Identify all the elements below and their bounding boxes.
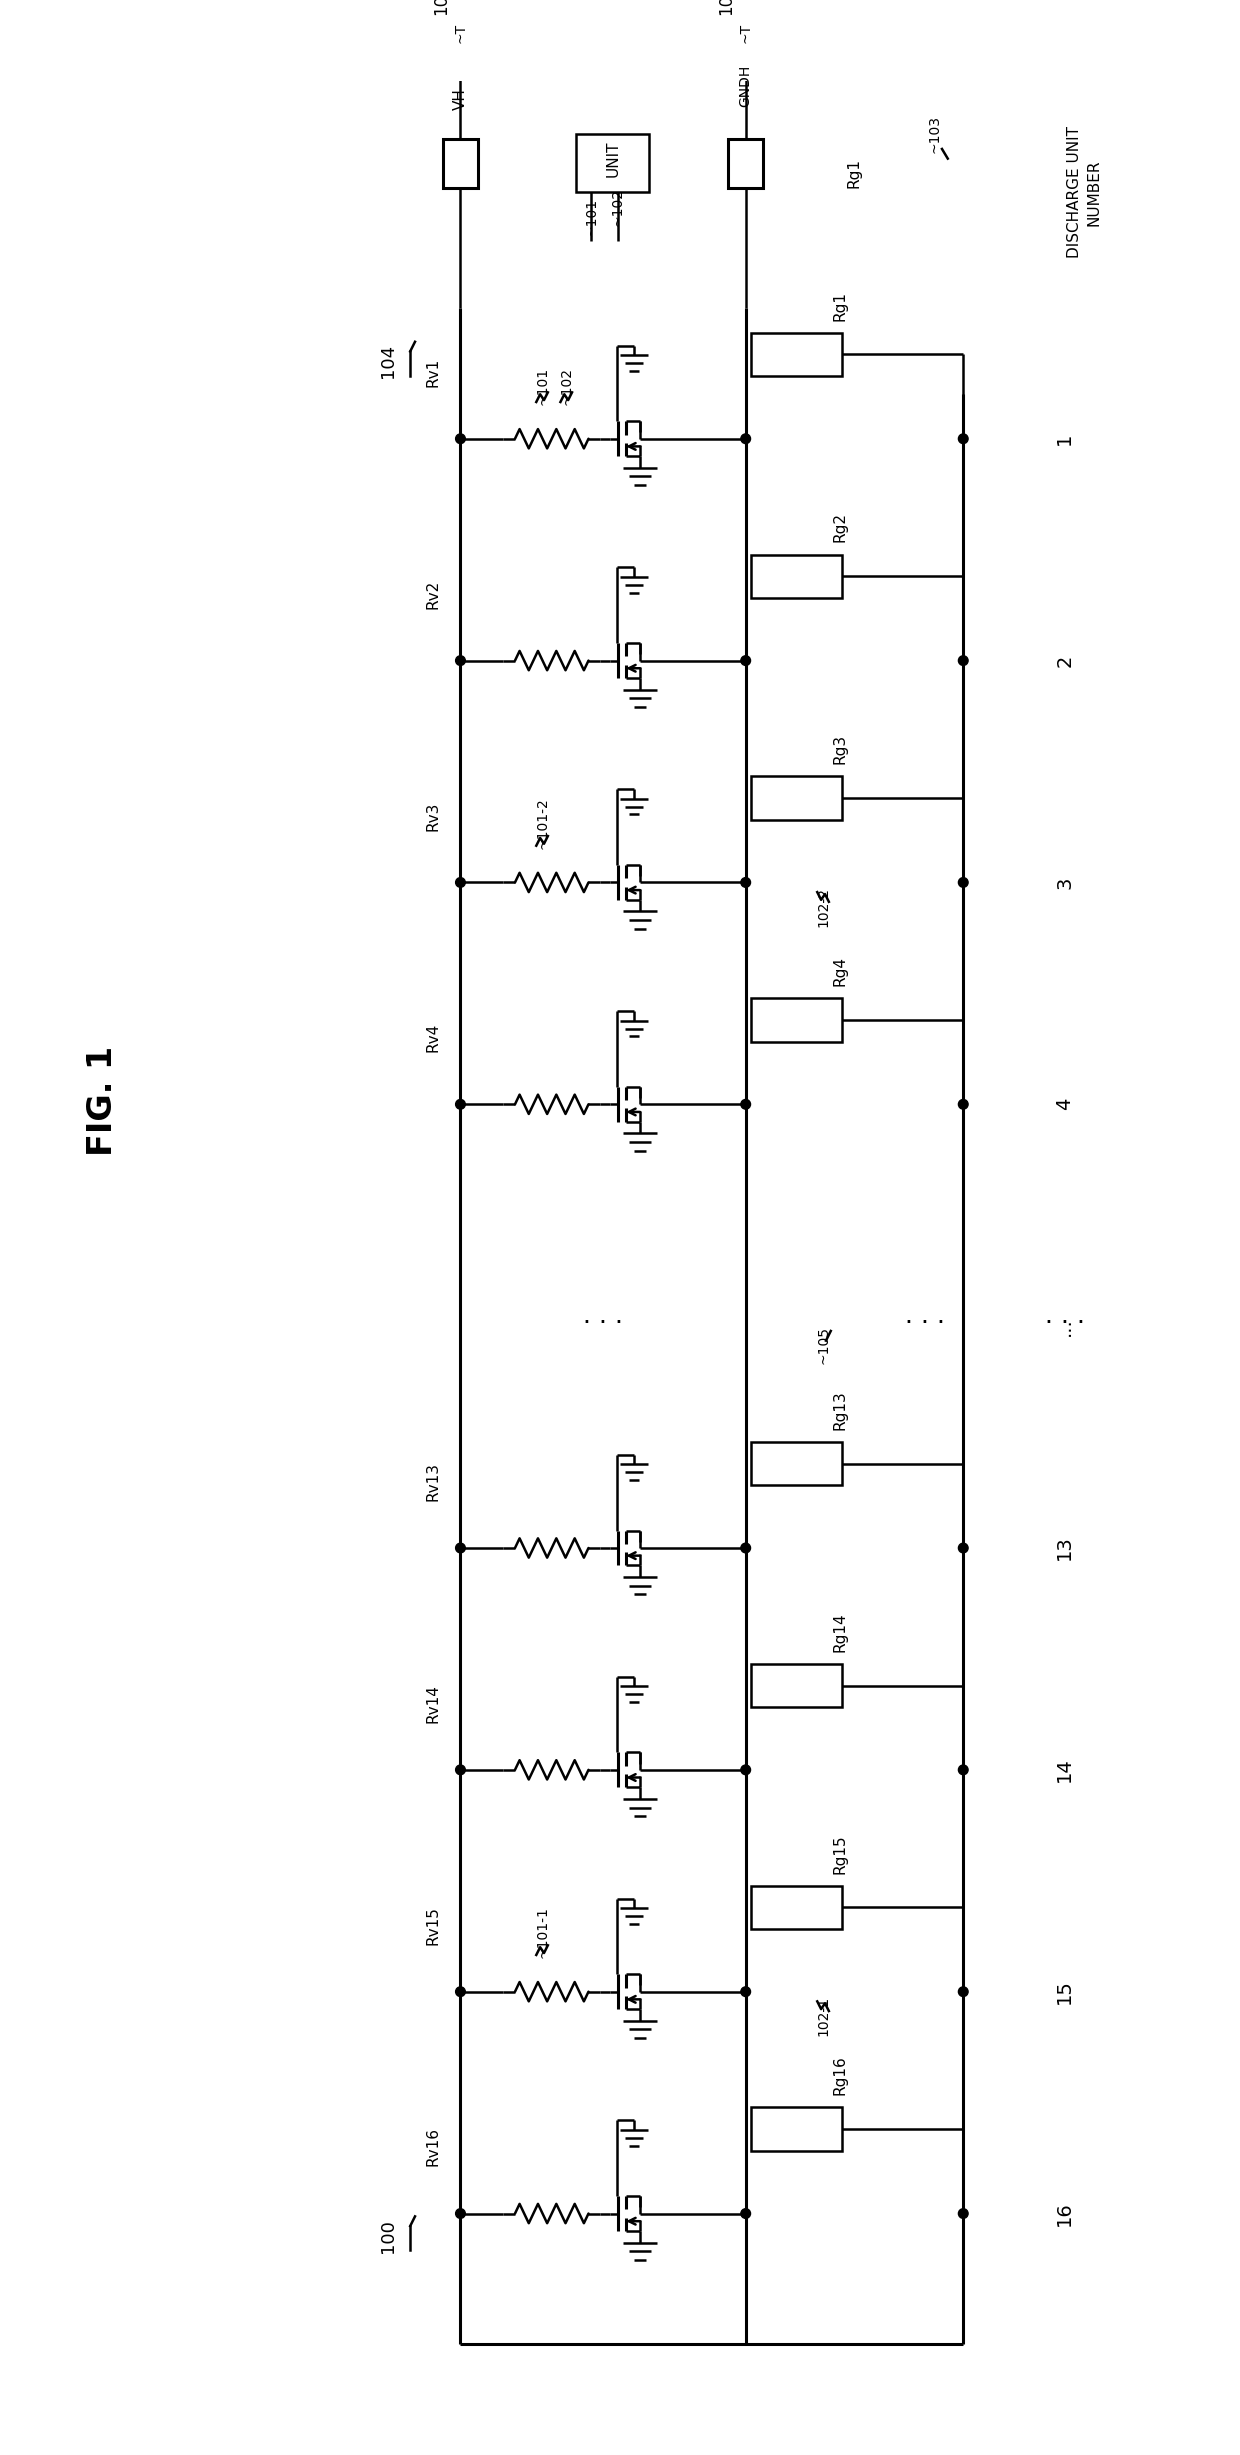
Text: Rg13: Rg13 xyxy=(832,1390,847,1429)
Text: VH: VH xyxy=(453,88,467,110)
Text: UNIT: UNIT xyxy=(605,140,620,177)
Text: 100: 100 xyxy=(379,2219,397,2254)
Text: ~101-1: ~101-1 xyxy=(536,1905,549,1957)
Text: ~102: ~102 xyxy=(610,189,625,226)
Circle shape xyxy=(455,2210,465,2219)
Text: ~101: ~101 xyxy=(536,366,549,405)
Text: Rg14: Rg14 xyxy=(832,1613,847,1652)
Text: 104: 104 xyxy=(379,344,397,378)
Text: FIG. 1: FIG. 1 xyxy=(87,1046,119,1156)
Text: . . .: . . . xyxy=(904,1304,945,1328)
Text: Rv1: Rv1 xyxy=(425,358,441,388)
Bar xyxy=(750,334,842,376)
Text: . . .: . . . xyxy=(1045,1304,1085,1328)
Text: DISCHARGE UNIT
NUMBER: DISCHARGE UNIT NUMBER xyxy=(1066,128,1101,258)
Circle shape xyxy=(455,876,465,886)
Circle shape xyxy=(455,1100,465,1110)
Bar xyxy=(577,135,649,191)
Circle shape xyxy=(740,1765,750,1775)
Text: 14: 14 xyxy=(1055,1758,1074,1782)
Bar xyxy=(750,555,842,599)
Circle shape xyxy=(959,435,968,444)
Text: 3: 3 xyxy=(1055,876,1074,889)
Text: 107: 107 xyxy=(718,0,735,15)
Text: GNDH: GNDH xyxy=(739,66,753,108)
Bar xyxy=(750,1664,842,1706)
Circle shape xyxy=(455,1765,465,1775)
Text: Rv14: Rv14 xyxy=(425,1684,441,1723)
Circle shape xyxy=(740,655,750,665)
Text: 13: 13 xyxy=(1055,1537,1074,1561)
Circle shape xyxy=(959,1765,968,1775)
Text: Rg3: Rg3 xyxy=(832,734,847,764)
Circle shape xyxy=(959,1986,968,1996)
Circle shape xyxy=(740,876,750,886)
Bar xyxy=(750,1885,842,1930)
Text: ~101: ~101 xyxy=(584,196,599,236)
Bar xyxy=(728,140,763,187)
Circle shape xyxy=(959,2210,968,2219)
Text: ~103: ~103 xyxy=(928,115,941,155)
Text: Rg1: Rg1 xyxy=(832,290,847,322)
Text: 102-1: 102-1 xyxy=(816,1996,830,2035)
Text: 15: 15 xyxy=(1055,1979,1074,2003)
Text: Rv15: Rv15 xyxy=(425,1905,441,1944)
Text: Rv3: Rv3 xyxy=(425,800,441,830)
Text: 106: 106 xyxy=(432,0,450,15)
Text: ~105: ~105 xyxy=(816,1326,830,1365)
Text: Rv13: Rv13 xyxy=(425,1461,441,1500)
Text: ~T: ~T xyxy=(739,22,753,44)
Bar xyxy=(750,1441,842,1485)
Text: 1: 1 xyxy=(1055,432,1074,444)
Text: 16: 16 xyxy=(1055,2202,1074,2227)
Circle shape xyxy=(455,1986,465,1996)
Bar xyxy=(443,140,477,187)
Circle shape xyxy=(740,1986,750,1996)
Bar xyxy=(750,999,842,1041)
Circle shape xyxy=(740,1100,750,1110)
Text: ~101-2: ~101-2 xyxy=(536,798,549,849)
Circle shape xyxy=(959,1544,968,1554)
Text: 2: 2 xyxy=(1055,655,1074,668)
Text: Rg15: Rg15 xyxy=(832,1834,847,1873)
Bar xyxy=(750,776,842,820)
Text: Rg2: Rg2 xyxy=(832,513,847,543)
Text: 4: 4 xyxy=(1055,1097,1074,1110)
Text: ~102: ~102 xyxy=(559,366,573,405)
Text: Rv16: Rv16 xyxy=(425,2128,441,2165)
Text: Rv2: Rv2 xyxy=(425,579,441,609)
Circle shape xyxy=(455,1544,465,1554)
Text: 102-2: 102-2 xyxy=(816,886,830,926)
Text: Rg1: Rg1 xyxy=(847,157,862,189)
Circle shape xyxy=(740,2210,750,2219)
Text: ...: ... xyxy=(1055,1316,1074,1336)
Text: . . .: . . . xyxy=(583,1304,622,1328)
Bar xyxy=(750,2106,842,2151)
Text: ~T: ~T xyxy=(454,22,467,44)
Circle shape xyxy=(455,435,465,444)
Circle shape xyxy=(455,655,465,665)
Text: Rv4: Rv4 xyxy=(425,1024,441,1053)
Circle shape xyxy=(959,1100,968,1110)
Text: Rg16: Rg16 xyxy=(832,2055,847,2097)
Circle shape xyxy=(959,876,968,886)
Text: Rg4: Rg4 xyxy=(832,955,847,987)
Circle shape xyxy=(740,435,750,444)
Circle shape xyxy=(740,1544,750,1554)
Circle shape xyxy=(959,655,968,665)
